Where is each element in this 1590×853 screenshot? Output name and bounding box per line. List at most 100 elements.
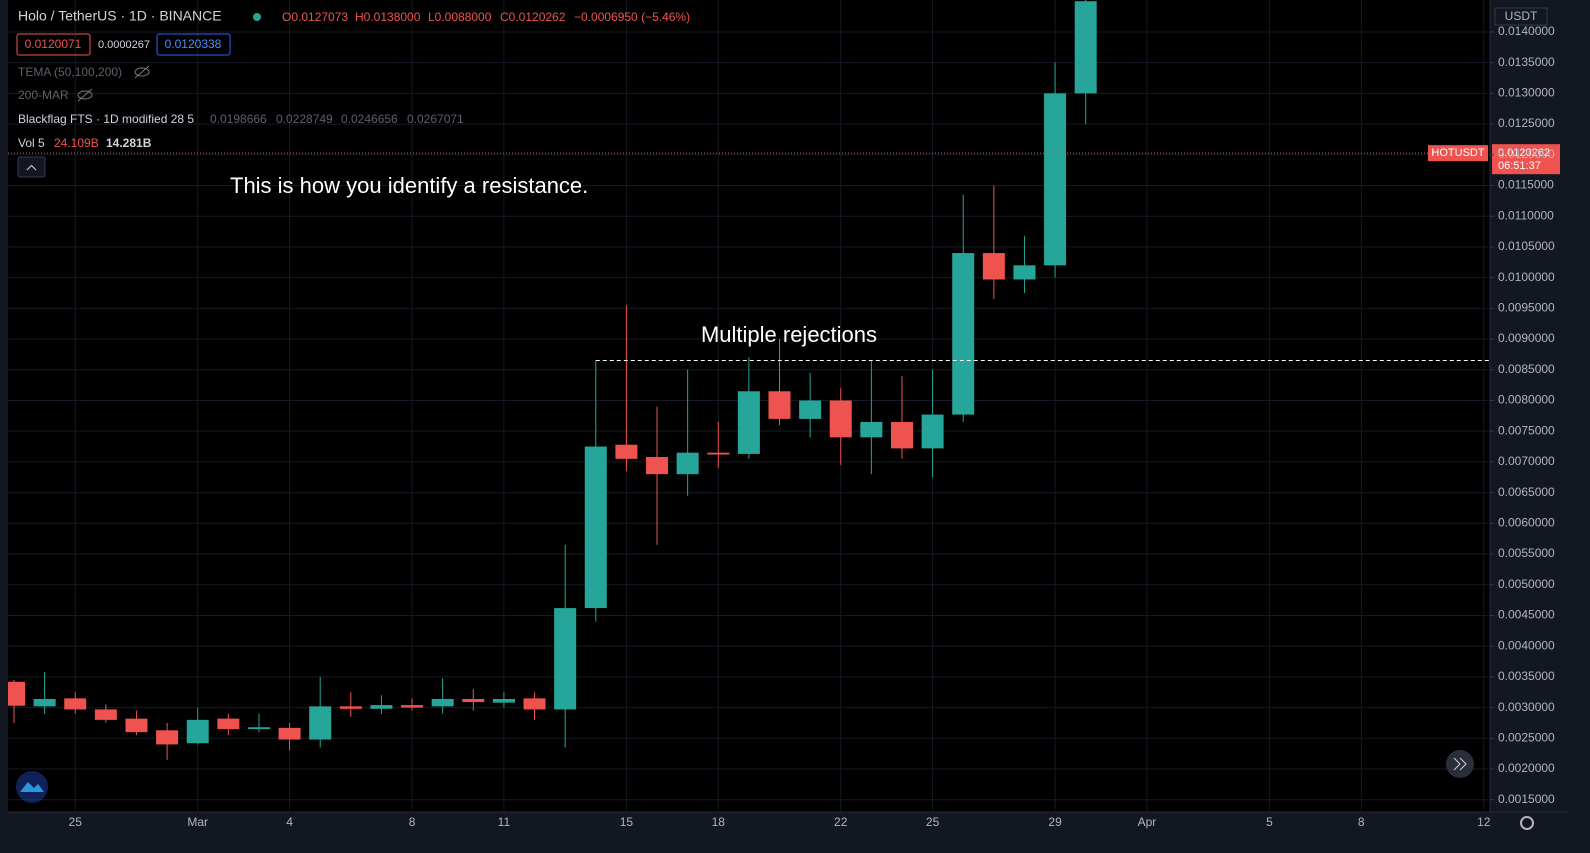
ohlc-close: C0.0120262	[500, 10, 566, 24]
indicator-label: 200-MAR	[18, 88, 69, 102]
last-price-tag	[1492, 144, 1560, 175]
x-tick-label: 25	[926, 815, 940, 829]
symbol-tag-label: HOTUSDT	[1431, 147, 1484, 159]
y-tick-label: 0.0120000	[1498, 147, 1555, 161]
candle-body	[64, 698, 87, 710]
annotation: Multiple rejections	[701, 322, 877, 347]
y-tick-label: 0.0035000	[1498, 669, 1555, 683]
y-tick-label: 0.0025000	[1498, 730, 1555, 744]
x-tick-label: Apr	[1138, 815, 1157, 829]
collapse-icon	[26, 164, 37, 171]
candle-body	[492, 698, 515, 703]
candle-body	[278, 727, 301, 740]
x-tick-label: 11	[498, 815, 511, 829]
y-tick-label: 0.0030000	[1498, 700, 1555, 714]
y-tick-label: 0.0130000	[1498, 86, 1555, 100]
y-tick-label: 0.0135000	[1498, 55, 1555, 69]
annotation: This is how you identify a resistance.	[230, 173, 588, 198]
y-tick-label: 0.0080000	[1498, 393, 1555, 407]
y-tick-label: 0.0105000	[1498, 239, 1555, 253]
symbol-title: Holo / TetherUS · 1D · BINANCE	[18, 8, 222, 24]
y-tick-label: 0.0015000	[1498, 792, 1555, 806]
ohlc-open: O0.0127073	[282, 10, 348, 24]
y-tick-label: 0.0090000	[1498, 331, 1555, 345]
y-tick-label: 0.0060000	[1498, 515, 1555, 529]
y-tick-label: 0.0100000	[1498, 270, 1555, 284]
countdown: 06:51:37	[1498, 160, 1541, 172]
indicator-label: TEMA (50,100,200)	[18, 65, 122, 79]
indicator-value: 0.0246656	[341, 112, 398, 126]
candle-body	[156, 730, 179, 745]
x-tick-label: 15	[620, 815, 634, 829]
x-tick-label: 8	[1358, 815, 1365, 829]
indicator-label: Vol 5	[18, 136, 45, 150]
candle-body	[8, 681, 25, 706]
buy-box[interactable]	[156, 33, 231, 56]
last-price-label: 0.0120262	[1498, 147, 1550, 159]
x-tick-label: 12	[1477, 815, 1491, 829]
candle-body	[339, 706, 362, 709]
x-tick-label: Mar	[187, 815, 208, 829]
candle-body	[431, 698, 454, 707]
y-tick-label: 0.0050000	[1498, 577, 1555, 591]
hidden-icon[interactable]	[134, 65, 150, 79]
candle-body	[401, 705, 424, 708]
ohlc-change: −0.0006950 (−5.46%)	[574, 10, 690, 24]
ohlc-low: L0.0088000	[428, 10, 492, 24]
y-tick-label: 0.0040000	[1498, 638, 1555, 652]
y-tick-label: 0.0075000	[1498, 423, 1555, 437]
candle-body	[94, 709, 117, 720]
status-dot	[253, 13, 261, 21]
indicator-label: Blackflag FTS · 1D modified 28 5	[18, 112, 194, 126]
y-tick-label: 0.0055000	[1498, 546, 1555, 560]
x-tick-label: 29	[1048, 815, 1062, 829]
candle-body	[860, 421, 883, 438]
candle-body	[799, 400, 822, 419]
symbol-tag	[1428, 145, 1488, 162]
candle-body	[737, 391, 760, 454]
candle-body	[554, 608, 577, 710]
candle-body	[247, 727, 270, 730]
indicator-value: 0.0267071	[407, 112, 464, 126]
candle-body	[952, 253, 975, 415]
collapse-button[interactable]	[17, 156, 46, 178]
candle-body	[890, 421, 913, 449]
candle-body	[982, 253, 1005, 280]
candle-body	[676, 452, 699, 475]
x-tick-label: 8	[409, 815, 416, 829]
candle-body	[125, 718, 148, 733]
candle-body	[829, 400, 852, 438]
sell-box[interactable]	[16, 33, 91, 56]
y-tick-label: 0.0110000	[1498, 208, 1554, 222]
x-tick-label: 22	[834, 815, 848, 829]
candle-body	[1013, 265, 1036, 280]
candle-body	[370, 705, 393, 709]
candle-body	[584, 446, 607, 609]
buy-price: 0.0120338	[165, 37, 222, 51]
candle-body	[768, 391, 791, 419]
y-tick-label: 0.0140000	[1498, 24, 1555, 38]
candle-body	[217, 718, 240, 730]
ohlc-high: H0.0138000	[355, 10, 421, 24]
currency-box	[1494, 7, 1548, 26]
candle-body	[462, 698, 485, 703]
candle-body	[921, 414, 944, 449]
grid	[8, 0, 1490, 812]
settings-icon[interactable]	[1520, 816, 1534, 830]
y-tick-label: 0.0095000	[1498, 301, 1555, 315]
x-tick-label: 5	[1266, 815, 1273, 829]
indicator-value: 0.0228749	[276, 112, 333, 126]
logo-mark	[20, 782, 44, 792]
y-tick-label: 0.0020000	[1498, 761, 1555, 775]
spread: 0.0000267	[98, 39, 150, 51]
x-tick-label: 25	[69, 815, 83, 829]
y-tick-label: 0.0085000	[1498, 362, 1555, 376]
currency: USDT	[1505, 9, 1538, 23]
x-tick-label: 18	[712, 815, 726, 829]
hidden-icon[interactable]	[77, 88, 93, 102]
candles	[8, 0, 1097, 760]
indicator-value: 24.109B	[54, 136, 99, 150]
y-tick-label: 0.0065000	[1498, 485, 1555, 499]
